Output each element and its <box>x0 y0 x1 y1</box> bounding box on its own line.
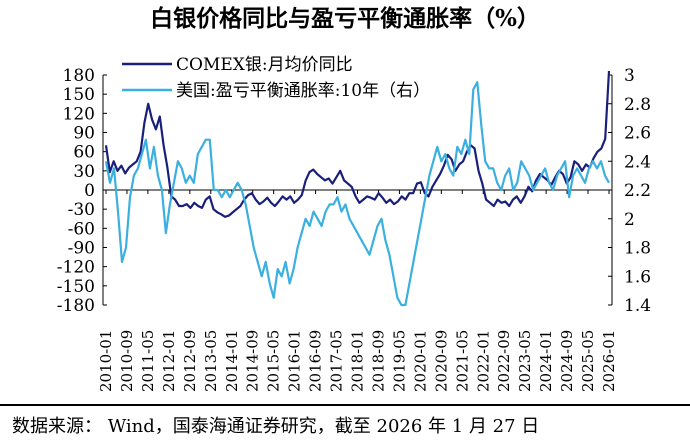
x-axis-tick-label: 2018-09 <box>369 330 387 392</box>
x-axis-tick-label: 2011-05 <box>139 330 157 392</box>
x-axis-tick-label: 2016-01 <box>286 330 304 392</box>
x-axis-tick-label: 2023-05 <box>516 330 534 392</box>
left-axis-tick-label: -150 <box>57 277 95 297</box>
x-axis-tick-label: 2021-05 <box>453 330 471 392</box>
left-axis-tick-label: 180 <box>63 66 95 86</box>
right-axis-tick-label: 2.4 <box>624 152 651 172</box>
x-axis-tick-label: 2026-01 <box>600 330 618 392</box>
series-layer <box>104 70 611 307</box>
left-axis-tick-label: 120 <box>63 104 95 124</box>
left-axis-tick-label: -90 <box>68 239 95 259</box>
x-axis-tick-label: 2025-05 <box>579 330 597 392</box>
x-axis-tick-label: 2019-05 <box>390 330 408 392</box>
right-axis-tick-label: 2.2 <box>624 181 651 201</box>
x-axis-tick-label: 2010-01 <box>97 330 115 392</box>
x-axis-tick-label: 2012-09 <box>181 330 199 392</box>
x-axis-tick-label: 2024-09 <box>558 330 576 392</box>
series-line-silver-yoy <box>104 70 611 218</box>
x-axis-tick-label: 2015-05 <box>265 330 283 392</box>
right-axis-tick-label: 2.8 <box>624 95 651 115</box>
left-axis-tick-label: -60 <box>68 219 95 239</box>
x-axis-tick-label: 2024-01 <box>537 330 555 392</box>
legend-label: COMEX银:月均价同比 <box>176 55 353 75</box>
left-axis-tick-label: -120 <box>57 258 95 278</box>
right-axis-tick-label: 2.6 <box>624 124 651 144</box>
left-axis-tick-label: 30 <box>73 162 95 182</box>
left-axis-tick-label: 150 <box>63 85 95 105</box>
right-axis-tick-label: 1.6 <box>624 267 651 287</box>
x-axis-tick-label: 2014-01 <box>223 330 241 392</box>
left-axis-tick-label: 90 <box>73 124 95 144</box>
legend-label: 美国:盈亏平衡通胀率:10年（右） <box>176 81 430 101</box>
x-axis-tick-label: 2018-01 <box>349 330 367 392</box>
source-note: 数据来源： Wind，国泰海通证券研究，截至 2026 年 1 月 27 日 <box>0 404 690 444</box>
left-axis-tick-label: 60 <box>73 143 95 163</box>
x-axis-tick-label: 2012-01 <box>160 330 178 392</box>
series-line-breakeven-inflation <box>104 81 610 307</box>
right-axis-tick-label: 1.4 <box>624 296 651 316</box>
left-axis-tick-label: -180 <box>57 296 95 316</box>
right-axis-tick-label: 2 <box>624 210 635 230</box>
right-axis-tick-label: 3 <box>624 66 635 86</box>
left-axis-tick-label: 0 <box>84 181 95 201</box>
x-axis-tick-label: 2016-09 <box>307 330 325 392</box>
x-axis-tick-label: 2022-09 <box>495 330 513 392</box>
x-axis-tick-label: 2017-05 <box>328 330 346 392</box>
x-axis-tick-label: 2020-01 <box>411 330 429 392</box>
x-axis-tick-label: 2010-09 <box>118 330 136 392</box>
x-axis-tick-label: 2022-01 <box>474 330 492 392</box>
left-axis-tick-label: -30 <box>68 200 95 220</box>
source-text: 数据来源： Wind，国泰海通证券研究，截至 2026 年 1 月 27 日 <box>12 416 540 437</box>
x-axis-tick-label: 2020-09 <box>432 330 450 392</box>
chart-title: 白银价格同比与盈亏平衡通胀率（%） <box>150 5 540 32</box>
x-axis-tick-label: 2013-05 <box>202 330 220 392</box>
right-axis-tick-label: 1.8 <box>624 239 651 259</box>
x-axis-tick-label: 2014-09 <box>244 330 262 392</box>
